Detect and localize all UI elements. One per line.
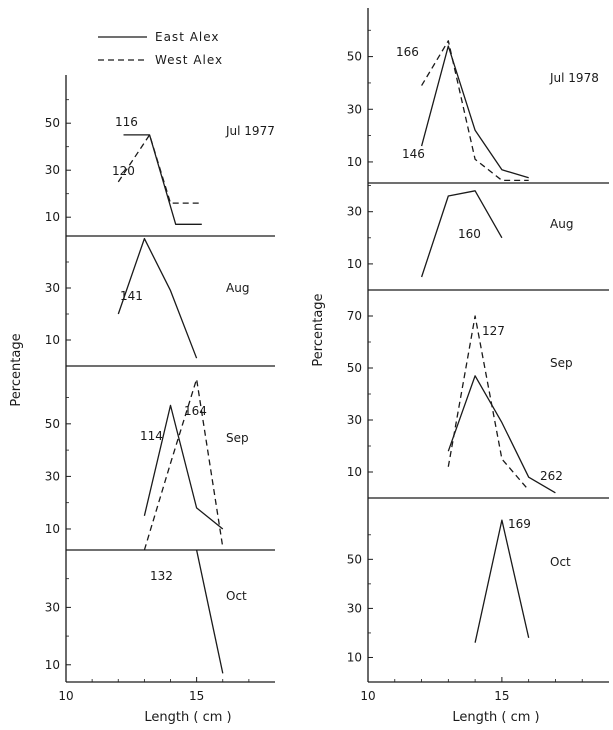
- sample-size-label: 114: [140, 429, 163, 443]
- legend-west-label: West Alex: [155, 53, 223, 67]
- chart-root: 10 15 Length ( cm ) Percentage 10 30 50 Jul 197…: [9, 8, 609, 725]
- sample-size-label: 132: [150, 569, 173, 583]
- series-line-east-alex: [117, 237, 198, 359]
- sample-size-label: 164: [184, 404, 207, 418]
- sample-size-label: 141: [120, 289, 143, 303]
- y-tick-label: 10: [347, 465, 362, 479]
- y-tick-label: 70: [347, 309, 362, 323]
- panel-label: Oct: [226, 589, 247, 603]
- x-axis-title: Length ( cm ): [452, 710, 539, 725]
- panel-jul-1978: 10 30 50 Jul 1978 166 146: [347, 29, 609, 184]
- series-line-east-alex: [420, 45, 529, 179]
- x-tick-label: 15: [494, 689, 509, 703]
- y-tick-label: 10: [45, 522, 60, 536]
- y-tick-label: 30: [347, 205, 362, 219]
- sample-size-label: 116: [115, 115, 138, 129]
- y-tick-label: 30: [45, 163, 60, 177]
- y-tick-label: 50: [347, 361, 362, 375]
- panel-label: Jul 1977: [225, 124, 275, 138]
- panel-oct: 10 30 Oct 132: [45, 549, 275, 683]
- series-line-west-alex: [143, 378, 224, 551]
- series-line-east-alex: [474, 519, 530, 643]
- panel-label: Sep: [226, 431, 249, 445]
- legend: East Alex West Alex: [98, 30, 223, 67]
- x-tick-label: 15: [189, 689, 204, 703]
- y-axis-title: Percentage: [311, 293, 326, 366]
- sample-size-label: 127: [482, 324, 505, 338]
- panel-aug: 10 30 Aug 160: [347, 185, 609, 291]
- series-line-east-alex: [143, 404, 224, 530]
- sample-size-label: 169: [508, 517, 531, 531]
- y-tick-label: 50: [45, 116, 60, 130]
- y-tick-label: 50: [347, 50, 362, 64]
- panel-label: Aug: [226, 281, 249, 295]
- y-axis-title: Percentage: [9, 333, 24, 406]
- sample-size-label: 166: [396, 45, 419, 59]
- panel-sep: 10 30 50 70 Sep 127 262: [347, 309, 609, 499]
- x-axis-title: Length ( cm ): [144, 710, 231, 725]
- panel-jul-1977: 10 30 50 Jul 1977 116 120: [45, 99, 275, 237]
- y-tick-label: 30: [347, 601, 362, 615]
- y-tick-label: 30: [45, 600, 60, 614]
- x-tick-label: 10: [58, 689, 73, 703]
- panel-label: Aug: [550, 217, 573, 231]
- panel-label: Oct: [550, 555, 571, 569]
- y-tick-label: 10: [45, 658, 60, 672]
- y-tick-label: 10: [347, 257, 362, 271]
- series-line-east-alex: [447, 375, 556, 494]
- chart-column-1978: 10 15 Length ( cm ) Percentage 10 30 50 Jul 197…: [311, 8, 609, 725]
- y-tick-label: 30: [45, 469, 60, 483]
- sample-size-label: 146: [402, 147, 425, 161]
- series-line-east-alex: [195, 549, 224, 674]
- series-line-east-alex: [420, 190, 503, 278]
- panel-sep: 10 30 50 Sep 114 164: [45, 378, 275, 551]
- y-tick-label: 50: [45, 417, 60, 431]
- y-tick-label: 30: [347, 413, 362, 427]
- y-tick-label: 10: [347, 155, 362, 169]
- series-line-west-alex: [421, 40, 529, 182]
- sample-size-label: 120: [112, 164, 135, 178]
- y-tick-label: 50: [347, 552, 362, 566]
- panel-aug: 10 30 Aug 141: [45, 237, 275, 367]
- sample-size-label: 262: [540, 469, 563, 483]
- series-line-west-alex: [447, 315, 530, 491]
- sample-size-label: 160: [458, 227, 481, 241]
- y-tick-label: 10: [45, 333, 60, 347]
- panel-oct: 10 30 50 Oct 169: [347, 517, 609, 683]
- series-line-west-alex: [117, 134, 202, 204]
- legend-east-label: East Alex: [155, 30, 220, 44]
- y-tick-label: 30: [347, 102, 362, 116]
- y-tick-label: 30: [45, 281, 60, 295]
- y-tick-label: 10: [347, 650, 362, 664]
- panel-label: Sep: [550, 356, 573, 370]
- chart-column-1977: 10 15 Length ( cm ) Percentage 10 30 50 Jul 197…: [9, 75, 275, 725]
- panel-label: Jul 1978: [549, 71, 599, 85]
- x-tick-label: 10: [360, 689, 375, 703]
- y-tick-label: 10: [45, 210, 60, 224]
